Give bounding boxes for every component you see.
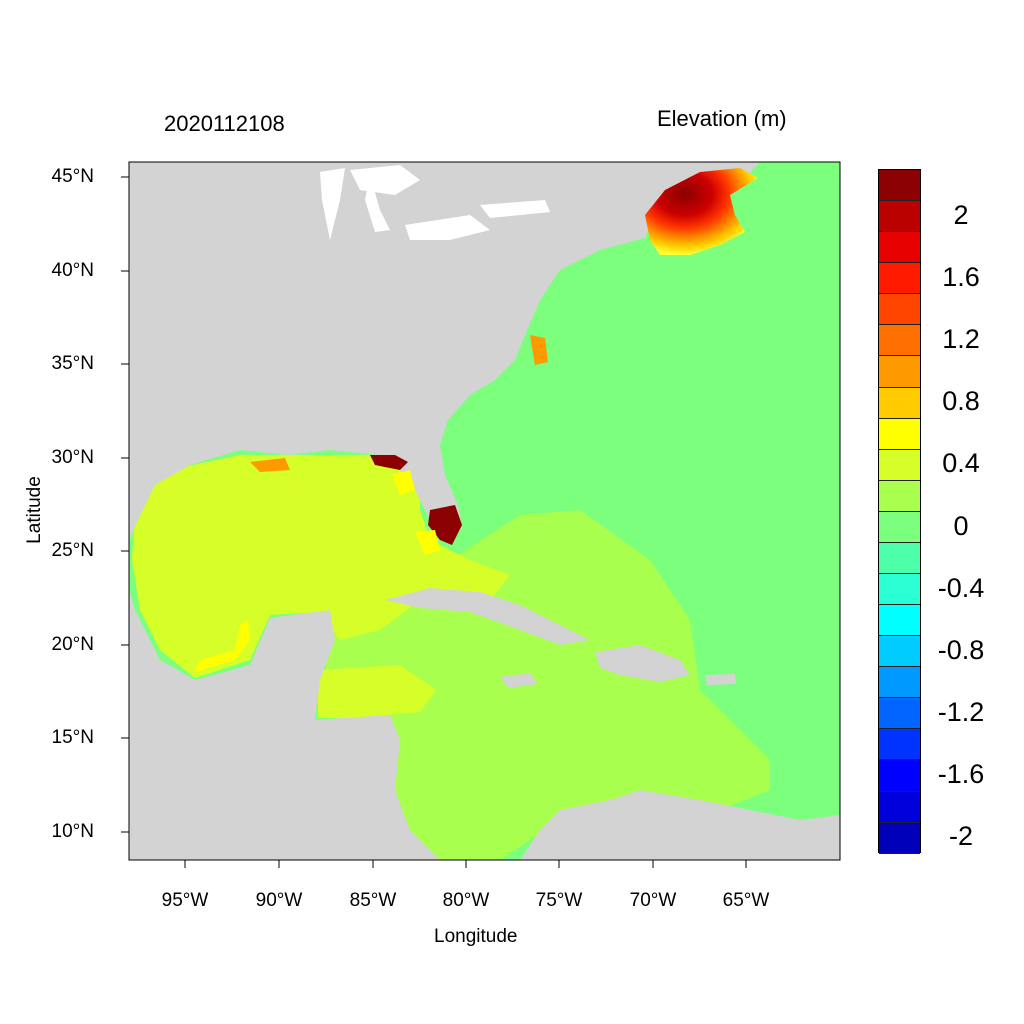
colorbar-cell	[879, 170, 920, 202]
colorbar-tick-label: -1.2	[937, 697, 985, 728]
north-america	[129, 162, 760, 540]
colorbar-cell	[879, 263, 920, 295]
colorbar-cell	[879, 729, 920, 761]
map-frame	[128, 161, 841, 861]
y-tick-label: 20°N	[51, 634, 94, 655]
colorbar-tick-label: 0.4	[942, 448, 980, 479]
colorbar-cell	[879, 449, 920, 481]
colorbar-cell	[879, 636, 920, 668]
colorbar-cell	[879, 605, 920, 637]
colorbar-tick-label: 1.2	[942, 324, 980, 354]
colorbar-tick-label: -0.4	[937, 572, 985, 603]
colorbar-tick-label: 1.6	[942, 261, 980, 292]
land	[129, 162, 840, 860]
x-tick-label: 75°W	[535, 890, 583, 911]
x-tick-label: 70°W	[629, 890, 677, 911]
florida-nature-coast-surge	[370, 455, 408, 470]
florida-surge	[428, 505, 462, 545]
gulf-of-mexico	[132, 455, 510, 678]
gulf-of-maine-surge	[645, 168, 758, 255]
jamaica	[500, 673, 538, 688]
florida-bay-yellow	[415, 530, 440, 555]
puerto-rico	[705, 674, 736, 685]
colorbar	[878, 169, 921, 854]
colorbar-cell	[879, 667, 920, 699]
central-america	[129, 590, 440, 860]
x-tick-label: 90°W	[255, 890, 303, 911]
colorbar-cell	[879, 232, 920, 264]
y-tick-label: 45°N	[51, 166, 94, 187]
x-tick-label: 85°W	[349, 890, 397, 911]
louisiana-surge	[250, 458, 290, 472]
colorbar-cell	[879, 294, 920, 326]
colorbar-tick-label: -2	[948, 821, 973, 852]
x-axis-label: Longitude	[434, 926, 518, 947]
colorbar-cell	[879, 791, 920, 823]
y-tick-label: 30°N	[51, 447, 94, 468]
colorbar-cell	[879, 574, 920, 606]
colorbar-tick-label: 0.8	[942, 386, 980, 417]
honduras-bight	[318, 665, 436, 718]
colorbar-cell	[879, 387, 920, 419]
pamlico-surge	[530, 335, 548, 365]
variable-title: Elevation (m)	[657, 106, 787, 131]
cuba	[385, 588, 590, 645]
colorbar-tick-label: -1.6	[937, 759, 985, 790]
colorbar-tick-label: 2	[953, 199, 969, 230]
colorbar-cell	[879, 356, 920, 388]
date-label: 2020112108	[164, 111, 285, 136]
y-axis-label: Latitude	[24, 476, 45, 544]
colorbar-cell	[879, 822, 920, 854]
y-tick-label: 35°N	[51, 353, 94, 374]
colorbar-cell	[879, 418, 920, 450]
x-tick-label: 95°W	[161, 890, 209, 911]
x-tick-label: 80°W	[442, 890, 490, 911]
yucatan-yellow	[195, 620, 250, 672]
colorbar-cell	[879, 542, 920, 575]
big-bend-yellow	[392, 470, 415, 495]
x-tick-label: 65°W	[722, 890, 770, 911]
y-tick-label: 25°N	[51, 540, 94, 561]
y-tick-label: 40°N	[51, 260, 94, 281]
y-tick-label: 15°N	[51, 727, 94, 748]
colorbar-cell	[879, 201, 920, 233]
colorbar-cell	[879, 511, 920, 543]
hispaniola	[595, 645, 690, 682]
colorbar-cell	[879, 325, 920, 357]
map-area	[129, 162, 840, 860]
colorbar-cell	[879, 698, 920, 730]
colorbar-cell	[879, 760, 920, 792]
colorbar-tick-label: 0	[953, 510, 969, 541]
south-america	[520, 790, 840, 860]
colorbar-cell	[879, 480, 920, 512]
colorbar-tick-label: -0.8	[937, 634, 985, 665]
great-lakes	[320, 165, 550, 240]
axis-ticks	[121, 176, 747, 868]
y-tick-label: 10°N	[51, 821, 94, 842]
